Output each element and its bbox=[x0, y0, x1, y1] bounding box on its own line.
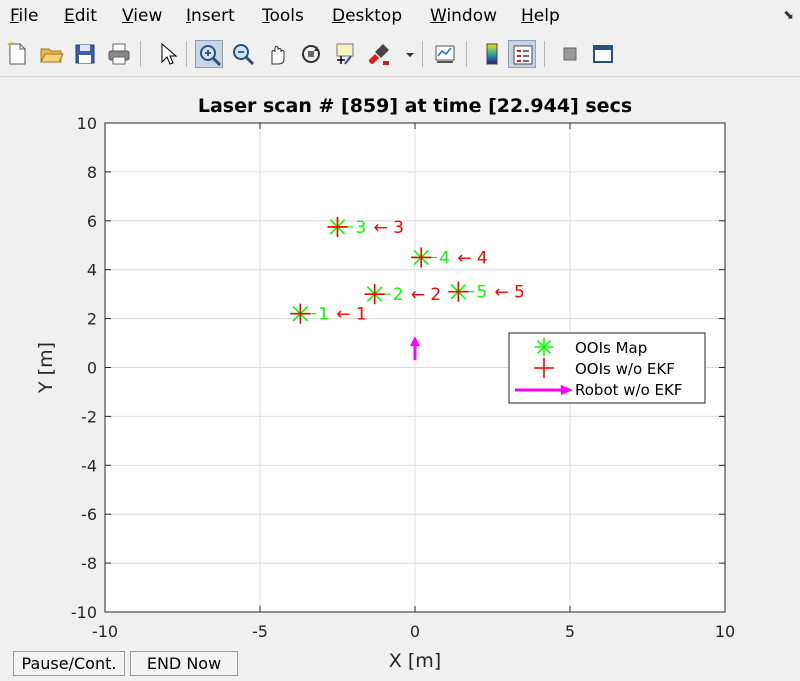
ooi-map-label: 5 bbox=[476, 283, 487, 303]
zoom-in-icon[interactable] bbox=[195, 40, 223, 68]
y-tick-label: -10 bbox=[71, 603, 97, 622]
rotate-3d-icon[interactable] bbox=[297, 40, 325, 68]
dropdown-arrow-icon[interactable] bbox=[396, 40, 414, 68]
legend-detected-marker bbox=[534, 358, 554, 378]
legend: OOIs Map OOIs w/o EKF Robot w/o EKF bbox=[508, 332, 706, 404]
save-icon[interactable] bbox=[71, 40, 99, 68]
x-tick-label: -5 bbox=[252, 622, 268, 641]
menu-view[interactable]: View bbox=[122, 6, 163, 26]
ooi-map-label: 2 bbox=[393, 285, 404, 305]
figure-area: -10 -5 0 5 10 10 8 6 4 2 0 -2 -4 -6 -8 -10 Laser scan # … bbox=[0, 77, 800, 677]
y-tick-label: 6 bbox=[87, 212, 97, 231]
toolbar-separator bbox=[544, 41, 545, 67]
ooi-detected-marker bbox=[364, 284, 385, 305]
menu-insert[interactable]: Insert bbox=[186, 6, 235, 26]
legend-detected-label: OOIs w/o EKF bbox=[575, 360, 675, 378]
ooi-map-label: 3 bbox=[356, 218, 367, 238]
link-plot-icon[interactable] bbox=[431, 40, 459, 68]
undock-arrow-icon[interactable]: ⬊ bbox=[783, 8, 794, 23]
ooi-map-label: 1 bbox=[318, 305, 329, 325]
data-cursor-icon[interactable] bbox=[331, 40, 359, 68]
open-folder-icon[interactable] bbox=[37, 40, 65, 68]
hide-plot-tools-icon[interactable] bbox=[556, 40, 584, 68]
toolbar-separator bbox=[466, 41, 467, 67]
menu-bar: File Edit View Insert Tools Desktop Window Help… bbox=[0, 0, 800, 34]
end-now-button[interactable]: END Now bbox=[130, 651, 238, 676]
x-tick-label: 10 bbox=[715, 622, 735, 641]
new-file-icon[interactable] bbox=[3, 40, 31, 68]
x-tick-label: 0 bbox=[410, 622, 420, 641]
chart-title: Laser scan # [859] at time [22.944] secs bbox=[198, 95, 632, 117]
show-plot-tools-icon[interactable] bbox=[589, 40, 617, 68]
y-tick-label: 2 bbox=[87, 310, 97, 329]
y-tick-label: -8 bbox=[81, 554, 97, 573]
y-tick-label: 10 bbox=[77, 114, 97, 133]
ooi-detected-label: ← 5 bbox=[494, 283, 524, 303]
x-tick-label: -10 bbox=[92, 622, 118, 641]
star-stroke bbox=[536, 339, 552, 355]
chart: -10 -5 0 5 10 10 8 6 4 2 0 -2 -4 -6 -8 -10 Laser scan # … bbox=[35, 95, 735, 672]
y-tick-label: 8 bbox=[87, 163, 97, 182]
y-tick-label: -6 bbox=[81, 505, 97, 524]
menu-help[interactable]: Help bbox=[521, 6, 560, 26]
zoom-out-icon[interactable] bbox=[229, 40, 257, 68]
toolbar-separator bbox=[186, 41, 187, 67]
ooi-detected-label: ← 3 bbox=[374, 218, 404, 238]
menu-window[interactable]: Window bbox=[430, 6, 498, 26]
menu-file[interactable]: File bbox=[10, 6, 39, 26]
legend-robot-head bbox=[561, 385, 573, 395]
ooi-map-label: 4 bbox=[439, 248, 450, 268]
legend-icon[interactable] bbox=[508, 40, 536, 68]
ooi-detected-marker bbox=[448, 281, 469, 302]
colorbar-icon[interactable] bbox=[478, 40, 506, 68]
pointer-icon[interactable] bbox=[153, 40, 181, 68]
toolbar-separator bbox=[422, 41, 423, 67]
y-tick-label: 4 bbox=[87, 261, 97, 280]
menu-edit[interactable]: Edit bbox=[64, 6, 97, 26]
ooi-detected-label: ← 2 bbox=[411, 285, 441, 305]
ooi-detected-marker bbox=[411, 247, 432, 268]
toolbar-separator bbox=[140, 41, 141, 67]
legend-map-marker bbox=[535, 338, 553, 356]
robot-arrow-head bbox=[410, 336, 420, 347]
y-axis-label: Y [m] bbox=[35, 342, 57, 394]
legend-map-label: OOIs Map bbox=[575, 339, 647, 357]
y-tick-label: -2 bbox=[81, 407, 97, 426]
legend-robot-label: Robot w/o EKF bbox=[575, 381, 682, 399]
toolbar bbox=[0, 34, 800, 77]
ooi-detected-marker bbox=[290, 303, 311, 324]
y-tick-label: -4 bbox=[81, 456, 97, 475]
ooi-detected-label: ← 4 bbox=[457, 248, 487, 268]
menu-desktop[interactable]: Desktop bbox=[332, 6, 403, 26]
y-tick-label: 0 bbox=[87, 359, 97, 378]
ooi-detected-marker bbox=[327, 216, 348, 237]
print-icon[interactable] bbox=[105, 40, 133, 68]
x-tick-label: 5 bbox=[565, 622, 575, 641]
brush-icon[interactable] bbox=[365, 40, 393, 68]
menu-tools[interactable]: Tools bbox=[262, 6, 304, 26]
ooi-detected-label: ← 1 bbox=[336, 305, 366, 325]
pause-continue-button[interactable]: Pause/Cont. bbox=[13, 651, 125, 676]
x-axis-label: X [m] bbox=[389, 650, 441, 672]
pan-hand-icon[interactable] bbox=[263, 40, 291, 68]
